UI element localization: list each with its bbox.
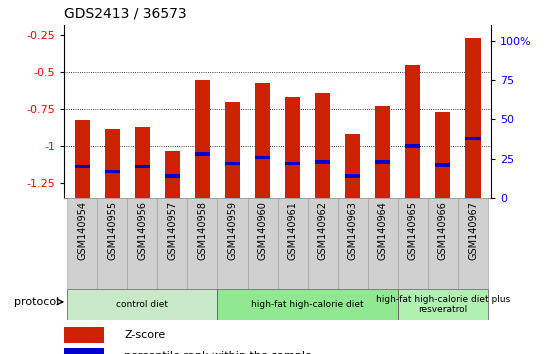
Text: GSM140956: GSM140956 xyxy=(137,201,147,260)
Bar xyxy=(135,127,150,198)
Text: Z-score: Z-score xyxy=(124,330,166,340)
Bar xyxy=(157,198,187,289)
Text: GSM140962: GSM140962 xyxy=(318,201,328,260)
Bar xyxy=(307,198,338,289)
Bar xyxy=(458,198,488,289)
Bar xyxy=(465,38,480,198)
Bar xyxy=(428,198,458,289)
Bar xyxy=(345,175,360,178)
Text: GSM140960: GSM140960 xyxy=(258,201,268,260)
Bar xyxy=(75,165,90,169)
Bar xyxy=(67,198,97,289)
Text: GSM140957: GSM140957 xyxy=(167,201,177,260)
Text: GDS2413 / 36573: GDS2413 / 36573 xyxy=(64,6,187,20)
Bar xyxy=(405,65,420,198)
Bar xyxy=(64,348,104,354)
Bar xyxy=(75,120,90,198)
Bar xyxy=(398,289,488,320)
Bar xyxy=(285,97,300,198)
Bar xyxy=(67,289,218,320)
Bar xyxy=(218,198,248,289)
Bar xyxy=(338,198,368,289)
Bar xyxy=(248,198,278,289)
Bar xyxy=(127,198,157,289)
Bar xyxy=(195,152,210,156)
Bar xyxy=(345,135,360,198)
Bar xyxy=(195,80,210,198)
Bar xyxy=(465,137,480,140)
Bar xyxy=(398,198,428,289)
Text: GSM140955: GSM140955 xyxy=(107,201,117,260)
Bar xyxy=(376,106,391,198)
Bar xyxy=(255,155,270,159)
Bar xyxy=(376,160,391,164)
Bar xyxy=(225,162,240,165)
Bar xyxy=(105,129,120,198)
Bar xyxy=(405,144,420,148)
Bar xyxy=(135,165,150,169)
Text: GSM140963: GSM140963 xyxy=(348,201,358,260)
Bar xyxy=(225,102,240,198)
Text: GSM140965: GSM140965 xyxy=(408,201,418,260)
Text: protocol: protocol xyxy=(14,297,59,307)
Bar xyxy=(315,93,330,198)
Bar xyxy=(278,198,307,289)
Bar xyxy=(165,175,180,178)
Text: GSM140966: GSM140966 xyxy=(438,201,448,260)
Text: GSM140967: GSM140967 xyxy=(468,201,478,260)
Bar xyxy=(315,160,330,164)
Bar xyxy=(255,82,270,198)
Text: GSM140964: GSM140964 xyxy=(378,201,388,260)
Text: high-fat high-calorie diet: high-fat high-calorie diet xyxy=(251,300,364,309)
Text: GSM140959: GSM140959 xyxy=(228,201,238,260)
Bar xyxy=(105,170,120,173)
Text: GSM140961: GSM140961 xyxy=(287,201,297,260)
Bar xyxy=(165,151,180,198)
Bar xyxy=(435,112,450,198)
Bar xyxy=(97,198,127,289)
Bar xyxy=(64,327,104,343)
Text: high-fat high-calorie diet plus
resveratrol: high-fat high-calorie diet plus resverat… xyxy=(376,295,510,314)
Bar xyxy=(285,162,300,165)
Bar xyxy=(435,164,450,167)
Bar xyxy=(187,198,218,289)
Bar xyxy=(368,198,398,289)
Text: control diet: control diet xyxy=(116,300,169,309)
Text: GSM140954: GSM140954 xyxy=(77,201,87,260)
Text: percentile rank within the sample: percentile rank within the sample xyxy=(124,351,312,354)
Bar xyxy=(218,289,398,320)
Text: GSM140958: GSM140958 xyxy=(198,201,208,260)
